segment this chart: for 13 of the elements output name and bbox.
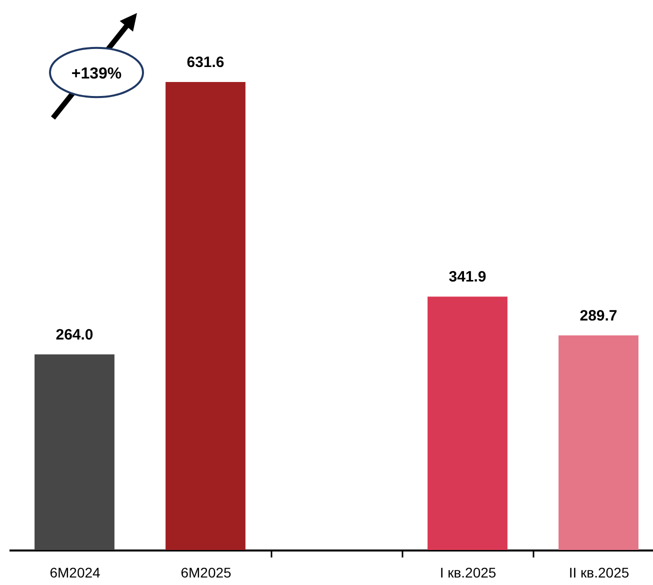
- bar: [428, 296, 508, 550]
- x-tick-label: II кв.2025: [568, 564, 630, 580]
- bar: [166, 82, 246, 550]
- x-tick-label: 6M2025: [180, 564, 232, 580]
- data-label: 289.7: [580, 307, 618, 324]
- bar: [558, 335, 638, 550]
- bar: [34, 354, 114, 550]
- data-label: 264.0: [56, 326, 94, 344]
- annotation: +139%: [71, 66, 122, 82]
- data-label: 341.9: [448, 268, 486, 286]
- x-tick-label: I кв.2025: [440, 564, 496, 580]
- x-tick-label: 6M2024: [50, 564, 101, 580]
- data-label: 631.6: [186, 54, 224, 71]
